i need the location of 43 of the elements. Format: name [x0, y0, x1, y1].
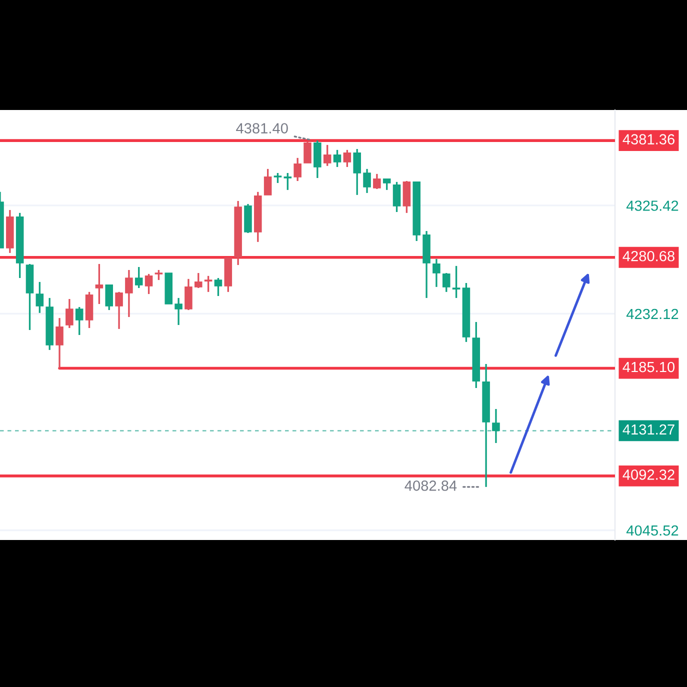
- y-tick-label: 4325.42: [626, 200, 678, 211]
- y-tick-label: 4045.52: [626, 525, 678, 536]
- ref-line-label: 4280.68: [622, 250, 674, 262]
- candlestick: [432, 258, 440, 288]
- candlestick: [125, 269, 133, 318]
- candlestick: [36, 281, 44, 314]
- candlestick: [115, 291, 123, 330]
- candlestick: [492, 408, 500, 444]
- candlestick: [373, 173, 381, 190]
- candlestick: [442, 272, 450, 293]
- candlestick: [194, 272, 202, 289]
- candlestick: [323, 144, 332, 167]
- annotation: 4381.40: [236, 123, 288, 134]
- candlestick: [284, 172, 292, 191]
- ref-line-label: 4092.32: [622, 470, 674, 480]
- candlestick: [294, 157, 302, 182]
- candlestick: [304, 140, 312, 164]
- candlestick: [353, 148, 361, 196]
- y-tick-label: 4232.12: [626, 308, 678, 320]
- ref-line-label: 4381.36: [622, 134, 674, 144]
- candlestick: [154, 269, 163, 281]
- candlestick: [95, 263, 104, 305]
- candlestick: [174, 297, 182, 326]
- candlestick: [392, 181, 401, 213]
- candlestick: [184, 278, 192, 311]
- candlestick: [134, 266, 143, 289]
- ref-line-label: 4185.10: [622, 362, 675, 372]
- candlestick: [343, 149, 352, 168]
- candlestick: [214, 277, 222, 297]
- candlestick: [363, 168, 371, 194]
- candlestick: [66, 298, 74, 329]
- annotation: 4082.84: [404, 480, 457, 491]
- candlestick: [105, 284, 114, 311]
- candlestick: [382, 178, 391, 191]
- candlestick: [144, 273, 153, 295]
- candlestick: [333, 149, 342, 168]
- candlestick: [56, 317, 64, 370]
- candlestick: [274, 172, 282, 184]
- candlestick: [75, 306, 84, 336]
- ref-line-label: 4131.27: [622, 424, 674, 435]
- candlestick: [204, 275, 212, 293]
- candlestick: [264, 168, 272, 196]
- candlestick: [452, 265, 460, 299]
